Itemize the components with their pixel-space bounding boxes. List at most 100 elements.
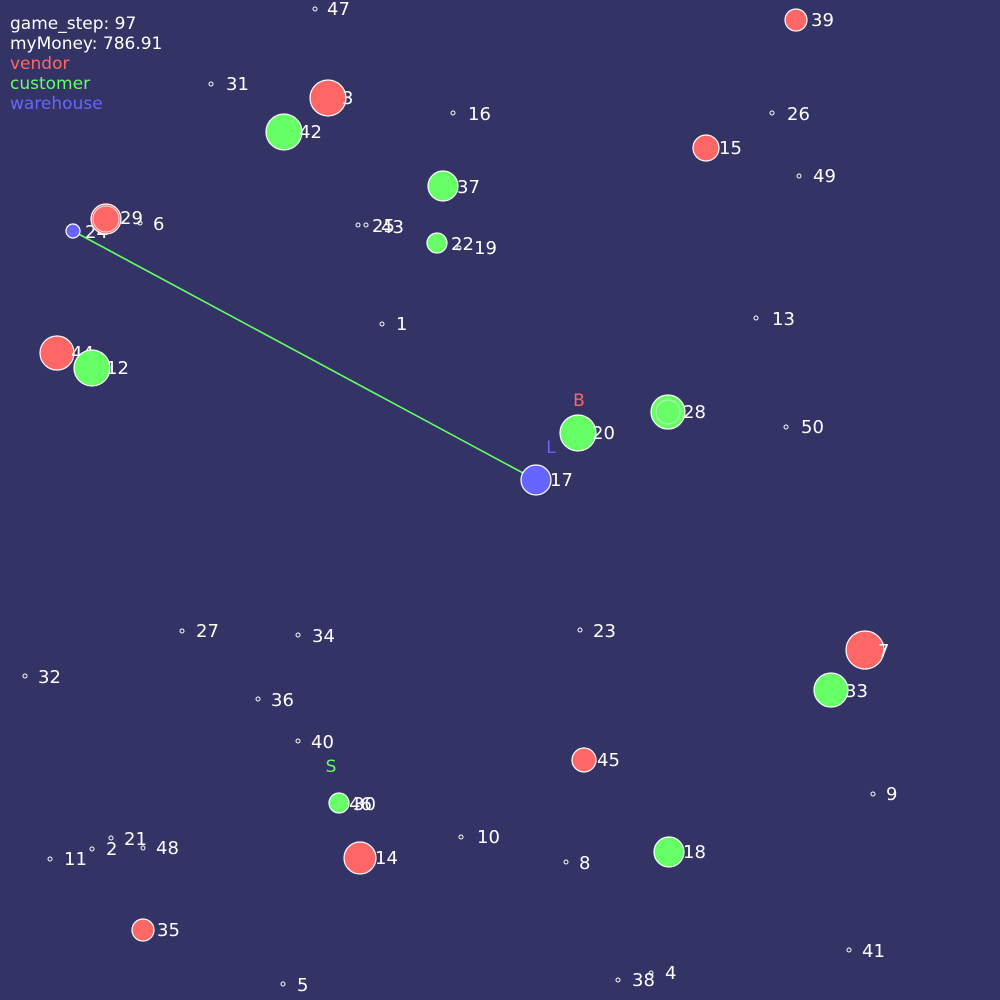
node-20-customer-marker [559,414,597,452]
node-4[interactable]: 4 [648,963,676,984]
node-1[interactable]: 1 [379,314,407,335]
node-50-label: 50 [801,417,824,438]
node-29-vendor-marker [90,203,122,235]
node-38-point-marker [615,977,621,983]
node-1-point-marker [379,321,385,327]
node-41[interactable]: 41 [846,941,885,962]
node-6[interactable]: 6 [137,214,164,235]
node-21-label: 21 [124,829,147,850]
node-14[interactable]: 14 [343,841,398,875]
hud: game_step: 97 myMoney: 786.91 vendor cus… [10,14,162,114]
node-26-point-marker [769,110,775,116]
node-25-label: 25 [372,216,395,237]
node-10[interactable]: 10 [458,827,500,848]
node-36[interactable]: 36 [255,690,294,711]
node-42-label: 42 [299,122,322,143]
node-43[interactable]: 43 [363,217,404,238]
node-30[interactable]: 30 [328,792,376,815]
node-33-customer-marker [813,672,849,708]
node-9[interactable]: 9 [870,784,897,805]
game-step-text: game_step: 97 [10,14,137,34]
node-44-vendor-marker [39,335,75,371]
node-14-vendor-marker [343,841,377,875]
node-4-label: 4 [665,963,676,984]
node-9-label: 9 [886,784,897,805]
node-36-label: 36 [271,690,294,711]
node-6-point-marker [137,220,143,226]
node-23-point-marker [577,627,583,633]
node-21[interactable]: 21 [108,829,147,850]
node-47-point-marker [312,6,318,12]
node-43-point-marker [363,222,369,228]
node-32[interactable]: 32 [22,667,61,688]
node-15[interactable]: 15 [692,134,742,162]
node-15-label: 15 [719,138,742,159]
route-line [72,230,537,481]
node-16[interactable]: 16 [450,104,491,125]
node-1-label: 1 [396,314,407,335]
node-27[interactable]: 27 [179,621,219,642]
node-31-point-marker [208,81,214,87]
node-3-label: 3 [342,88,353,109]
node-11[interactable]: 11 [47,849,87,870]
node-39[interactable]: 39 [784,8,834,32]
node-28[interactable]: 28 [650,394,706,430]
node-13-point-marker [753,315,759,321]
node-43-label: 43 [381,217,404,238]
node-8[interactable]: 8 [563,853,590,874]
node-13-label: 13 [772,309,795,330]
node-20[interactable]: 20 [559,414,615,452]
node-12-label: 12 [106,358,129,379]
node-41-point-marker [846,947,852,953]
node-37[interactable]: 37 [427,170,480,202]
node-32-point-marker [22,673,28,679]
node-17[interactable]: 17 [520,464,573,496]
node-27-point-marker [179,628,185,634]
node-29[interactable]: 29 [90,203,143,235]
node-34[interactable]: 34 [295,626,335,647]
node-22[interactable]: 22 [426,232,474,255]
node-18[interactable]: 18 [653,836,706,868]
node-38-label: 38 [632,970,655,991]
node-34-point-marker [295,632,301,638]
node-48[interactable]: 48 [140,838,179,859]
node-26[interactable]: 26 [769,104,810,125]
node-31[interactable]: 31 [208,74,249,95]
node-35[interactable]: 35 [131,918,180,942]
node-47-label: 47 [327,0,350,20]
node-12-customer-marker [73,349,111,387]
node-26-label: 26 [787,104,810,125]
node-3[interactable]: 3 [309,79,353,117]
node-10-label: 10 [477,827,500,848]
node-3-vendor-marker [309,79,347,117]
marker-B: B [573,391,585,411]
node-47[interactable]: 47 [312,0,350,20]
node-5[interactable]: 5 [280,975,308,996]
node-45[interactable]: 45 [571,747,620,773]
node-8-point-marker [563,859,569,865]
node-49[interactable]: 49 [796,166,836,187]
node-13[interactable]: 13 [753,309,795,330]
node-41-label: 41 [862,941,885,962]
node-19[interactable]: 19 [456,238,497,259]
node-28-ring [655,399,681,425]
node-39-vendor-marker [784,8,808,32]
node-7[interactable]: 7 [845,630,889,670]
node-42[interactable]: 42 [265,113,322,151]
node-25-point-marker [355,222,361,228]
node-40[interactable]: 40 [295,732,334,753]
node-34-label: 34 [312,626,335,647]
node-50[interactable]: 50 [783,417,824,438]
node-25[interactable]: 25 [355,216,395,237]
legend-vendor: vendor [10,54,70,74]
node-40-label: 40 [311,732,334,753]
node-12[interactable]: 12 [73,349,129,387]
marker-L: L [546,438,556,458]
node-33[interactable]: 33 [813,672,868,708]
node-2[interactable]: 2 [89,839,117,860]
node-38[interactable]: 38 [615,970,655,991]
node-23[interactable]: 23 [577,621,616,642]
node-20-label: 20 [592,423,615,444]
node-11-label: 11 [64,849,87,870]
